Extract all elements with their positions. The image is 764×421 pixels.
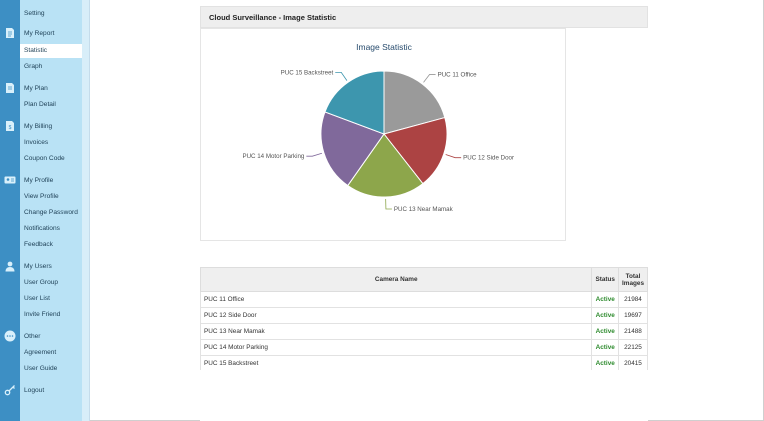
sidebar-item-notifications[interactable]: Notifications	[24, 225, 60, 232]
sidebar-item-feedback[interactable]: Feedback	[24, 241, 53, 248]
page-title: Cloud Surveillance - Image Statistic	[200, 6, 648, 28]
table-row: PUC 11 Office Active 21984	[199, 291, 649, 308]
pie-slice-1[interactable]	[383, 116, 448, 185]
camera-name-cell: PUC 11 Office	[199, 291, 593, 308]
plan-icon[interactable]	[3, 81, 17, 95]
pie-label-1: PUC 12 Side Door	[463, 155, 514, 162]
sidebar-item-user-list[interactable]: User List	[24, 295, 51, 302]
pie-label-4: PUC 15 Backstreet	[281, 69, 334, 76]
status-badge: Active	[591, 307, 619, 324]
sidebar-item-view-profile[interactable]: View Profile	[24, 193, 59, 200]
report-icon[interactable]	[3, 26, 17, 40]
pie-label-connector-2	[385, 198, 392, 210]
table-row: PUC 13 Near Mamak Active 21488	[199, 323, 649, 340]
total-images-cell: 22125	[617, 339, 649, 356]
pie-label-connector-3	[306, 152, 323, 157]
status-badge: Active	[591, 323, 619, 340]
pie-slice-3[interactable]	[320, 111, 385, 187]
sidebar-item-setting[interactable]: Setting	[24, 10, 45, 17]
pie-label-3: PUC 14 Motor Parking	[242, 153, 304, 160]
sidebar-item-user-group[interactable]: User Group	[24, 279, 59, 286]
pie-label-connector-1	[445, 154, 462, 159]
sidebar-item-plan-detail[interactable]: Plan Detail	[24, 101, 56, 108]
pie-slice-4[interactable]	[324, 70, 385, 135]
pie-label-2: PUC 13 Near Mamak	[394, 206, 454, 213]
logout-key-icon[interactable]	[3, 383, 17, 397]
sidebar-item-graph[interactable]: Graph	[24, 63, 43, 70]
camera-name-cell: PUC 13 Near Mamak	[199, 323, 593, 340]
sidebar-item-change-password[interactable]: Change Password	[24, 209, 78, 216]
column-header-total-images[interactable]: Total Images	[617, 267, 649, 292]
pie-label-0: PUC 11 Office	[438, 71, 478, 78]
sidebar-item-my-plan[interactable]: My Plan	[24, 85, 48, 92]
camera-table: Camera Name Status Total Images PUC 11 O…	[199, 267, 649, 372]
column-header-status[interactable]: Status	[591, 267, 619, 292]
svg-text:$: $	[9, 125, 12, 131]
pie-chart-container: Image Statistic PUC 11 Office PUC 12 Side…	[200, 28, 566, 241]
sidebar-item-user-guide[interactable]: User Guide	[24, 365, 58, 372]
sidebar-item-statistic[interactable]: Statistic	[20, 44, 82, 58]
table-row: PUC 12 Side Door Active 19697	[199, 307, 649, 324]
status-badge: Active	[591, 339, 619, 356]
pie-chart: PUC 11 Office PUC 12 Side Door PUC 13 Near…	[242, 69, 514, 213]
total-images-cell: 21984	[617, 291, 649, 308]
chart-title: Image Statistic	[356, 42, 412, 52]
sidebar-item-logout[interactable]: Logout	[24, 387, 45, 394]
status-badge: Active	[591, 291, 619, 308]
table-row: PUC 14 Motor Parking Active 22125	[199, 339, 649, 356]
sidebar-item-my-profile[interactable]: My Profile	[24, 177, 54, 184]
pie-label-connector-0	[423, 74, 436, 83]
sidebar-item-invoices[interactable]: Invoices	[24, 139, 49, 146]
pie-label-connector-4	[335, 71, 348, 81]
sidebar-item-my-users[interactable]: My Users	[24, 263, 52, 270]
table-clip	[200, 370, 648, 421]
sidebar-item-invite-friend[interactable]: Invite Friend	[24, 311, 61, 318]
column-header-camera-name[interactable]: Camera Name	[199, 267, 593, 292]
sidebar-item-agreement[interactable]: Agreement	[24, 349, 57, 356]
billing-icon[interactable]: $	[3, 119, 17, 133]
sidebar-menu	[20, 0, 82, 421]
total-images-cell: 19697	[617, 307, 649, 324]
sidebar-edge	[82, 0, 90, 421]
profile-card-icon[interactable]	[3, 173, 17, 187]
sidebar-item-coupon-code[interactable]: Coupon Code	[24, 155, 65, 162]
sidebar-icon-rail	[0, 0, 20, 421]
sidebar-item-my-billing[interactable]: My Billing	[24, 123, 53, 130]
sidebar-footer	[0, 400, 82, 421]
pie-slice-2[interactable]	[347, 133, 424, 198]
total-images-cell: 21488	[617, 323, 649, 340]
users-icon[interactable]	[3, 259, 17, 273]
sidebar-item-my-report[interactable]: My Report	[24, 30, 55, 37]
pie-slice-0[interactable]	[383, 70, 446, 135]
other-icon[interactable]	[3, 329, 17, 343]
camera-name-cell: PUC 14 Motor Parking	[199, 339, 593, 356]
sidebar-item-other[interactable]: Other	[24, 333, 41, 340]
camera-name-cell: PUC 12 Side Door	[199, 307, 593, 324]
